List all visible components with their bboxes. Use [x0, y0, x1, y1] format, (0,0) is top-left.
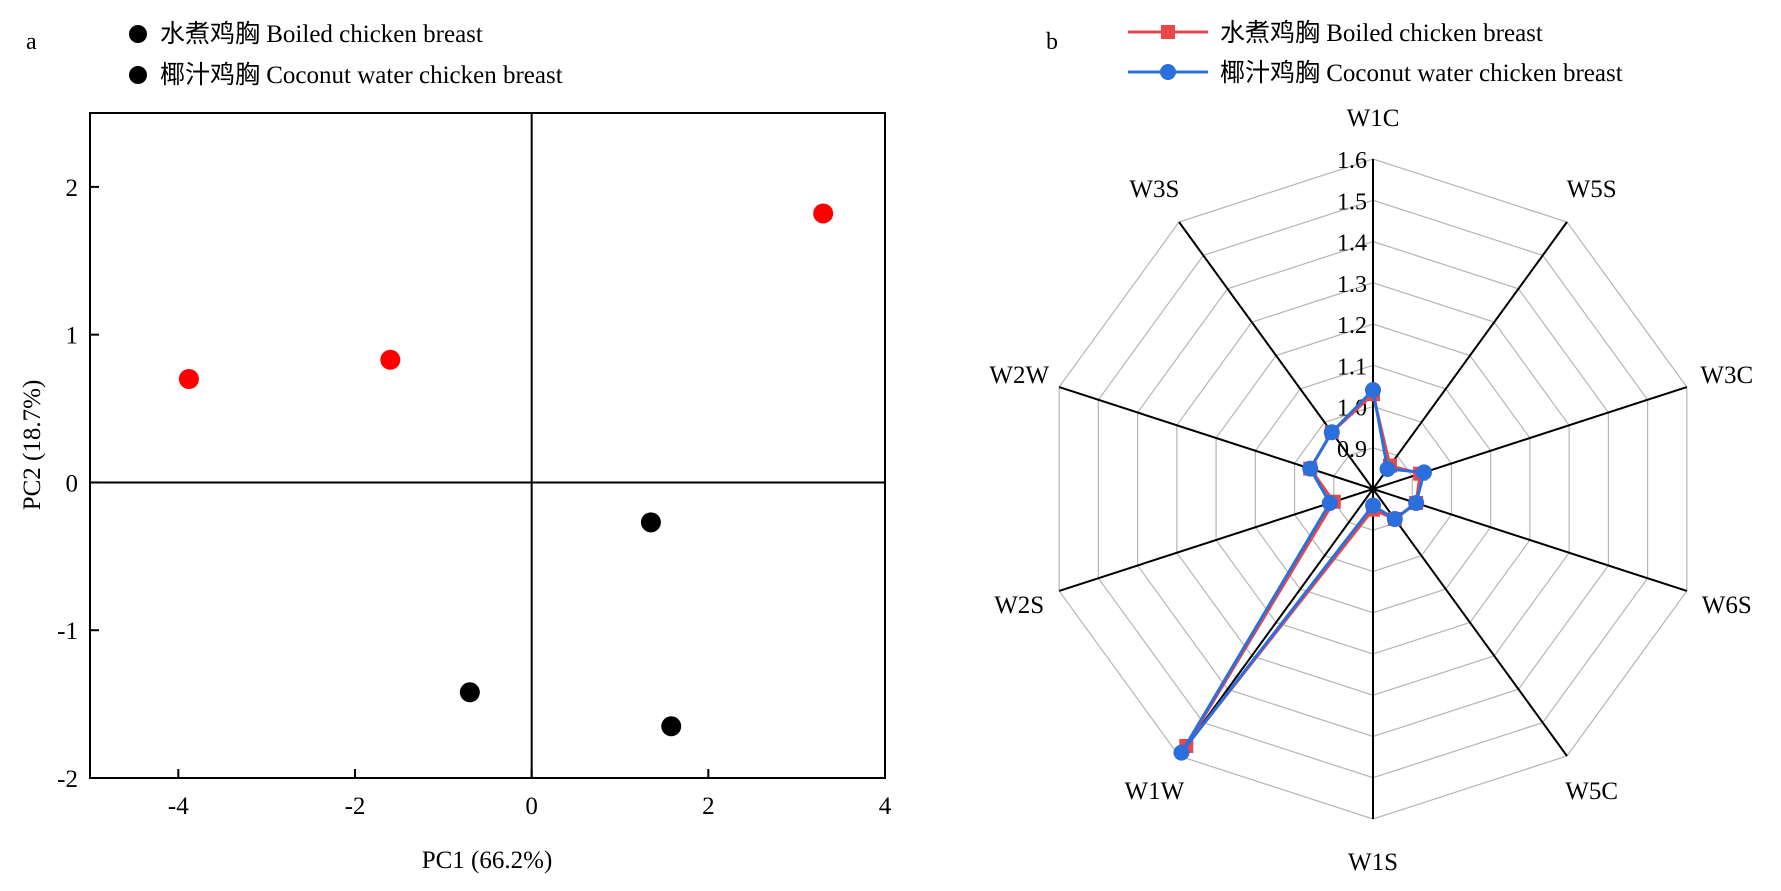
radar-marker-coconut	[1302, 460, 1319, 477]
panel-a-label: a	[26, 29, 37, 55]
radar-marker-coconut	[1408, 495, 1425, 512]
scatter-legend-marker-coconut	[129, 66, 147, 84]
radar-spokes	[1058, 159, 1688, 819]
scatter-point-coconut	[380, 349, 401, 370]
scatter-x-axis-label: PC1 (66.2%)	[422, 847, 553, 874]
radar-axis-label: W2W	[989, 362, 1049, 389]
radar-line-coconut	[1179, 388, 1426, 755]
radar-marker-coconut	[1365, 497, 1381, 514]
y-tick-label: -1	[57, 618, 78, 645]
radar-legend-label-boiled: 水煮鸡胸 Boiled chicken breast	[1220, 19, 1543, 47]
radar-radial-tick-label: 1.4	[1337, 231, 1367, 257]
radar-spoke	[1058, 488, 1374, 592]
radar-spoke	[1372, 488, 1568, 757]
pca-scatter-panel: a 水煮鸡胸 Boiled chicken breast 椰汁鸡胸 Coconu…	[19, 20, 892, 874]
radar-spoke	[1178, 221, 1374, 490]
radar-axis-label: W3C	[1700, 362, 1753, 389]
radar-radial-tick-label: 1.1	[1337, 354, 1367, 380]
scatter-legend-marker-boiled	[129, 25, 147, 43]
radar-spoke	[1178, 488, 1374, 757]
scatter-point-coconut	[813, 203, 834, 224]
x-tick-label: -2	[345, 793, 366, 820]
y-tick-label: -2	[57, 766, 78, 793]
scatter-x-ticks: -4 -2 0 2 4	[168, 769, 892, 820]
radar-panel: b 水煮鸡胸 Boiled chicken breast 椰汁鸡胸 Coconu…	[989, 19, 1753, 876]
radar-series	[1173, 382, 1433, 761]
radar-radial-tick-label: 1.3	[1337, 272, 1367, 298]
scatter-legend: 水煮鸡胸 Boiled chicken breast 椰汁鸡胸 Coconut …	[129, 20, 563, 89]
radar-marker-coconut	[1416, 464, 1433, 481]
radar-marker-coconut	[1379, 460, 1396, 477]
scatter-legend-label-coconut: 椰汁鸡胸 Coconut water chicken breast	[160, 61, 563, 89]
radar-legend-label-coconut: 椰汁鸡胸 Coconut water chicken breast	[1220, 59, 1623, 87]
radar-axis-label: W6S	[1702, 592, 1752, 619]
radar-spoke	[1372, 221, 1568, 490]
radar-radial-tick-labels: 0.91.01.11.21.31.41.51.6	[1337, 148, 1367, 463]
scatter-y-ticks: -2 -1 0 1 2	[57, 175, 99, 793]
radar-marker-coconut	[1321, 495, 1338, 512]
panel-b-label: b	[1046, 29, 1058, 55]
scatter-point-boiled	[661, 716, 682, 737]
y-tick-label: 1	[66, 323, 79, 350]
scatter-point-coconut	[178, 369, 199, 389]
radar-axis-label: W1C	[1347, 105, 1400, 132]
scatter-y-axis-label: PC2 (18.7%)	[19, 380, 46, 511]
radar-line-boiled	[1184, 392, 1422, 748]
radar-marker-coconut	[1323, 424, 1340, 441]
x-tick-label: -4	[168, 793, 189, 820]
radar-axis-label: W1S	[1348, 849, 1398, 876]
radar-axis-label: W5S	[1567, 176, 1617, 203]
radar-radial-tick-label: 1.6	[1337, 148, 1367, 174]
radar-marker-coconut	[1173, 744, 1190, 761]
x-tick-label: 2	[702, 793, 715, 820]
radar-axis-label: W1W	[1124, 778, 1184, 805]
scatter-legend-label-boiled: 水煮鸡胸 Boiled chicken breast	[160, 20, 483, 48]
radar-legend: 水煮鸡胸 Boiled chicken breast 椰汁鸡胸 Coconut …	[1128, 19, 1623, 87]
x-tick-label: 4	[879, 793, 892, 820]
radar-legend-marker-coconut	[1160, 64, 1176, 80]
y-tick-label: 2	[66, 175, 79, 202]
radar-radial-tick-label: 1.2	[1337, 313, 1367, 339]
radar-axis-label: W3S	[1129, 176, 1179, 203]
radar-radial-tick-label: 1.5	[1337, 189, 1367, 215]
radar-marker-coconut	[1365, 382, 1381, 398]
y-tick-label: 0	[66, 470, 79, 497]
radar-axis-label: W2S	[994, 592, 1044, 619]
scatter-point-boiled	[640, 512, 661, 533]
scatter-plot-frame	[89, 112, 886, 779]
scatter-points	[178, 203, 834, 737]
scatter-point-boiled	[459, 682, 480, 703]
radar-axis-labels: W1C W5S W3C W6S W5C W1S W1W W2S W2W W3S	[989, 105, 1753, 876]
x-tick-label: 0	[525, 793, 538, 820]
radar-spoke	[1372, 488, 1688, 592]
radar-legend-marker-boiled	[1161, 25, 1175, 39]
radar-axis-label: W5C	[1565, 778, 1618, 805]
radar-radial-tick-label: 0.9	[1337, 437, 1367, 463]
radar-spoke	[1058, 386, 1374, 490]
radar-marker-coconut	[1386, 511, 1403, 528]
